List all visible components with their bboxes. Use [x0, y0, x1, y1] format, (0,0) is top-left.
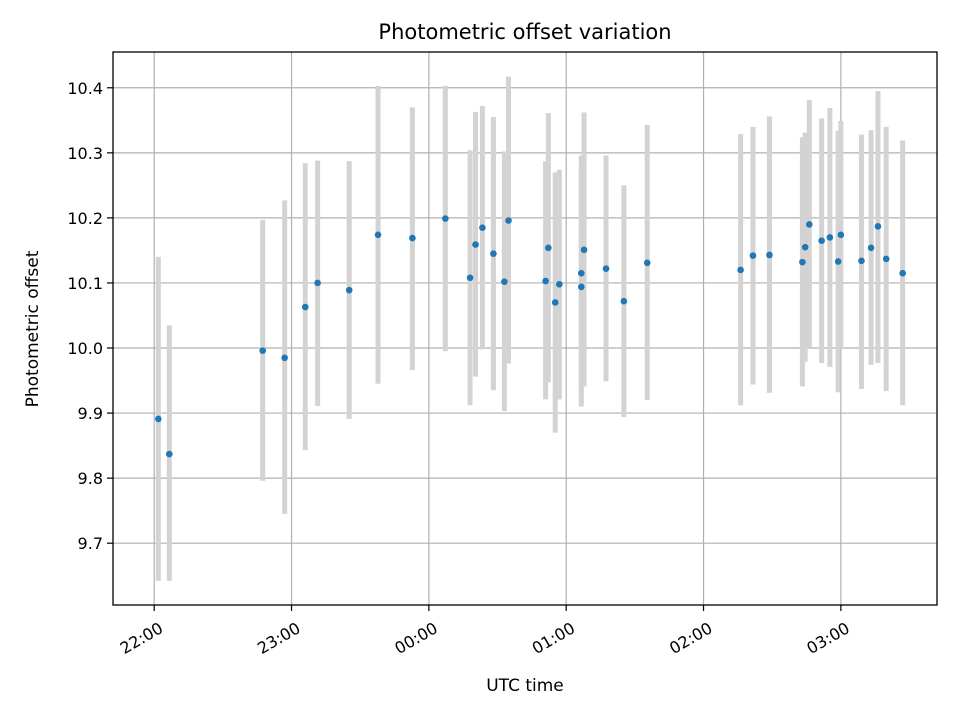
- data-point: [259, 347, 266, 354]
- data-point: [749, 252, 757, 259]
- data-point: [834, 258, 842, 265]
- point-layer: [155, 215, 906, 458]
- data-point: [580, 246, 588, 254]
- data-point: [818, 237, 825, 244]
- data-point: [345, 286, 353, 294]
- data-point: [442, 215, 449, 222]
- y-tick-label: 10.1: [67, 274, 103, 293]
- y-tick-label: 10.0: [67, 339, 103, 358]
- data-point: [472, 241, 479, 248]
- data-point: [374, 231, 382, 239]
- data-point: [409, 234, 416, 242]
- data-point: [799, 258, 806, 266]
- data-point: [542, 277, 549, 285]
- chart-title: Photometric offset variation: [378, 20, 671, 44]
- data-point: [874, 223, 882, 230]
- y-axis-label: Photometric offset: [23, 250, 43, 407]
- data-point: [602, 265, 610, 272]
- x-tick-label: 00:00: [391, 618, 440, 658]
- data-point: [882, 255, 890, 263]
- data-point: [505, 217, 512, 224]
- x-tick-label: 23:00: [254, 618, 303, 658]
- y-tick-label: 9.7: [78, 534, 103, 553]
- data-point: [166, 450, 173, 458]
- y-tick-label: 9.9: [78, 404, 103, 423]
- data-point: [643, 259, 651, 267]
- data-point: [479, 224, 486, 231]
- data-point: [578, 283, 585, 291]
- data-point: [281, 354, 288, 362]
- x-tick-label: 03:00: [803, 618, 852, 658]
- data-point: [501, 278, 508, 285]
- data-point: [578, 269, 585, 277]
- data-point: [826, 234, 834, 241]
- y-tick-label: 9.8: [78, 469, 103, 488]
- data-point: [301, 303, 309, 311]
- y-tick-label: 10.3: [67, 144, 103, 163]
- data-point: [545, 244, 552, 252]
- data-point: [837, 231, 845, 239]
- data-point: [899, 269, 906, 277]
- data-point: [858, 257, 865, 265]
- data-point: [737, 266, 744, 274]
- y-tick-label: 10.4: [67, 79, 103, 98]
- data-point: [801, 243, 809, 251]
- x-axis-ticks: 22:00 23:00 00:00 01:00 02:00 03:00: [117, 605, 853, 658]
- grid-layer: [113, 52, 937, 605]
- data-point: [466, 274, 474, 282]
- data-point: [490, 250, 497, 257]
- y-tick-label: 10.2: [67, 209, 103, 228]
- plot-frame: [112, 51, 938, 606]
- y-axis-ticks: 9.7 9.8 9.9 10.0 10.1 10.2 10.3 10.4: [67, 79, 113, 553]
- data-point: [867, 244, 875, 252]
- data-point: [314, 279, 321, 287]
- data-point: [620, 297, 628, 305]
- x-tick-label: 22:00: [117, 618, 166, 658]
- x-tick-label: 02:00: [666, 618, 715, 658]
- data-point: [556, 280, 563, 288]
- data-point: [551, 299, 559, 306]
- data-point: [805, 221, 813, 228]
- x-axis-label: UTC time: [486, 676, 564, 696]
- data-point: [155, 415, 162, 423]
- data-point: [766, 251, 773, 259]
- x-tick-label: 01:00: [529, 618, 578, 658]
